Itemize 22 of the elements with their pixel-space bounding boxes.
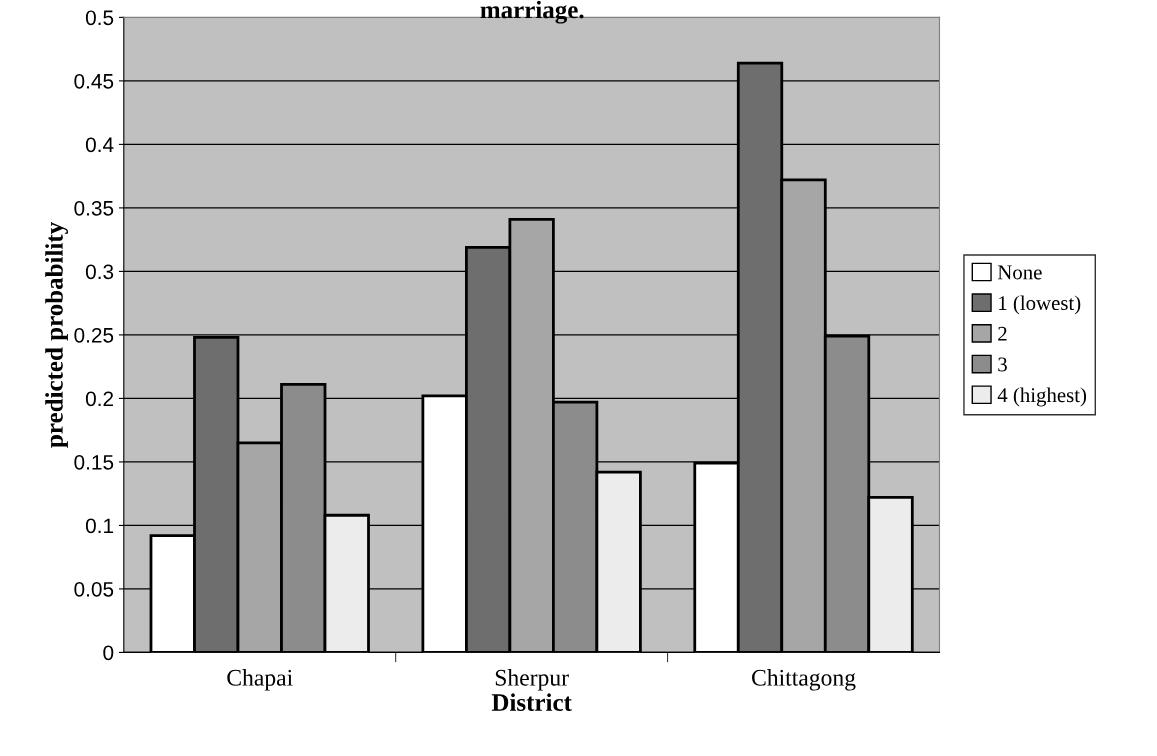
legend-label: 3 <box>998 357 1007 372</box>
legend-label: 1 (lowest) <box>999 295 1081 315</box>
x-axis-title: District <box>491 693 572 711</box>
legend-label: 2 <box>998 326 1007 341</box>
y-tick-label: 0 <box>103 645 114 661</box>
legend-label: 4 (highest) <box>997 387 1087 407</box>
legend-label: None <box>997 265 1042 280</box>
x-tick-label: Chapai <box>227 669 293 691</box>
y-tick-label: 0.25 <box>74 327 114 343</box>
chart-title: marriage. <box>480 0 584 24</box>
y-tick-label: 0.45 <box>74 73 114 89</box>
x-tick-label: Sherpur <box>495 669 569 691</box>
y-tick-label: 0.05 <box>74 581 114 597</box>
y-tick-label: 0.2 <box>85 391 114 407</box>
y-tick-label: 0.15 <box>74 454 114 470</box>
y-tick-label: 0.5 <box>85 10 114 26</box>
y-tick-label: 0.3 <box>85 264 114 280</box>
x-tick-label: Chittagong <box>752 669 856 691</box>
y-tick-label: 0.1 <box>85 518 114 534</box>
y-tick-label: 0.4 <box>85 137 114 153</box>
y-tick-label: 0.35 <box>74 200 114 216</box>
y-axis-title: predicted probability <box>45 222 68 448</box>
